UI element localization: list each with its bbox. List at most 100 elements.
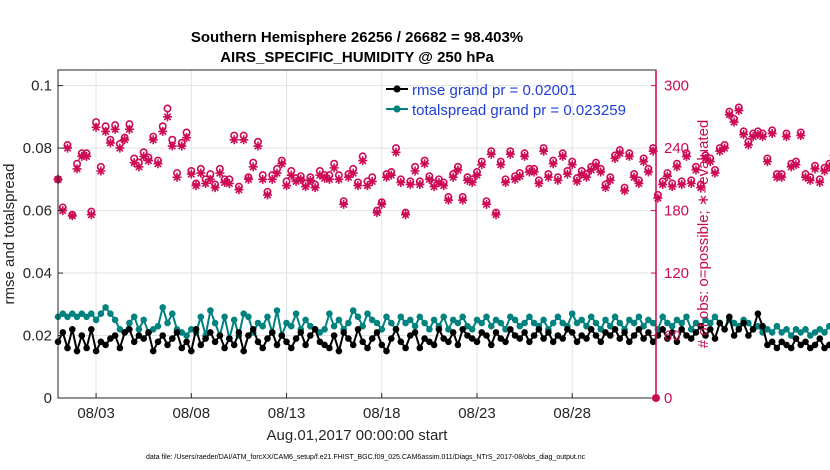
obs-evaluated-marker [110,124,120,134]
obs-evaluated-marker [810,164,820,174]
rmse-point [321,341,328,349]
totalspread-point [559,319,566,327]
rmse-point [188,347,195,355]
totalspread-point [488,322,495,330]
rmse-point [345,335,352,342]
totalspread-point [626,316,633,324]
obs-evaluated-marker [443,195,453,205]
obs-evaluated-marker [91,122,101,132]
obs-evaluated-marker [382,172,392,182]
obs-evaluated-marker [215,168,225,178]
rmse-point [497,335,505,342]
totalspread-point [540,316,547,324]
obs-evaluated-marker [253,141,263,151]
rmse-point [773,344,781,352]
obs-evaluated-marker [420,159,430,169]
rmse-point [88,326,95,333]
totalspread-point [611,313,619,321]
totalspread-point [454,319,462,327]
rmse-point [292,335,300,342]
obs-evaluated-marker [324,174,334,184]
rmse-point [807,344,814,352]
totalspread-point [59,310,67,318]
rmse-point [526,338,533,346]
totalspread-point [230,316,238,324]
totalspread-point [478,319,486,327]
totalspread-point [240,310,247,318]
totalspread-point [687,326,695,333]
y-right-axis-origin-marker [652,394,660,402]
rmse-point [397,338,405,346]
rmse-point [359,338,367,346]
rmse-point [59,329,67,336]
rmse-point [626,338,633,346]
totalspread-point [526,313,533,321]
rmse-point [140,335,147,342]
obs-evaluated-marker [129,158,139,168]
rmse-point [778,338,785,346]
obs-evaluated-marker [486,149,496,159]
rmse-point [754,310,762,318]
obs-evaluated-marker [305,175,315,185]
obs-evaluated-marker [239,135,249,145]
obs-evaluated-marker [496,160,506,170]
totalspread-point [154,322,162,330]
obs-evaluated-marker [415,180,425,190]
obs-evaluated-marker [201,178,211,188]
rmse-point [488,341,495,349]
totalspread-point [640,322,647,330]
totalspread-point [530,319,538,327]
rmse-point [445,338,452,346]
totalspread-point [826,322,830,330]
totalspread-point [92,316,100,324]
obs-evaluated-marker [224,178,234,188]
obs-evaluated-marker [282,181,292,191]
totalspread-point [711,313,719,321]
obs-evaluated-marker [63,143,73,153]
obs-evaluated-marker [529,167,539,177]
obs-evaluated-marker [439,181,449,191]
obs-evaluated-marker [77,151,87,161]
totalspread-point [349,307,357,314]
rmse-point [592,332,600,339]
obs-evaluated-marker [177,141,187,151]
totalspread-point [416,313,424,321]
obs-evaluated-marker [329,163,339,173]
totalspread-point [364,310,371,318]
totalspread-point [602,316,609,324]
obs-evaluated-marker [667,182,677,192]
totalspread-point [468,326,476,333]
rmse-point [668,329,676,336]
rmse-point [535,326,543,333]
rmse-point [116,344,124,352]
rmse-point [707,326,714,333]
rmse-point [435,326,443,333]
rmse-point [797,341,804,349]
rmse-point [92,347,100,355]
totalspread-point [702,316,709,324]
obs-evaluated-marker [362,181,372,191]
rmse-point [283,338,290,346]
grid [58,70,656,398]
totalspread-point [668,322,676,330]
rmse-point [721,326,728,333]
obs-evaluated-marker [343,172,353,182]
obs-evaluated-marker [286,170,296,180]
x-tick-label: 08/18 [363,405,401,422]
rmse-point [673,338,681,346]
rmse-point [492,329,500,336]
obs-evaluated-marker [724,110,734,120]
totalspread-point [459,313,467,321]
obs-evaluated-marker [601,183,611,193]
totalspread-point [207,307,214,314]
totalspread-point [583,322,590,330]
rmse-point [511,332,519,339]
series-layer [54,303,830,356]
totalspread-point [302,316,309,324]
rmse-point [326,344,333,352]
obs-evaluated-marker [743,140,753,150]
obs-count-layer [53,103,830,221]
obs-evaluated-marker [781,132,791,142]
totalspread-point [211,319,219,327]
rmse-point [178,344,186,352]
